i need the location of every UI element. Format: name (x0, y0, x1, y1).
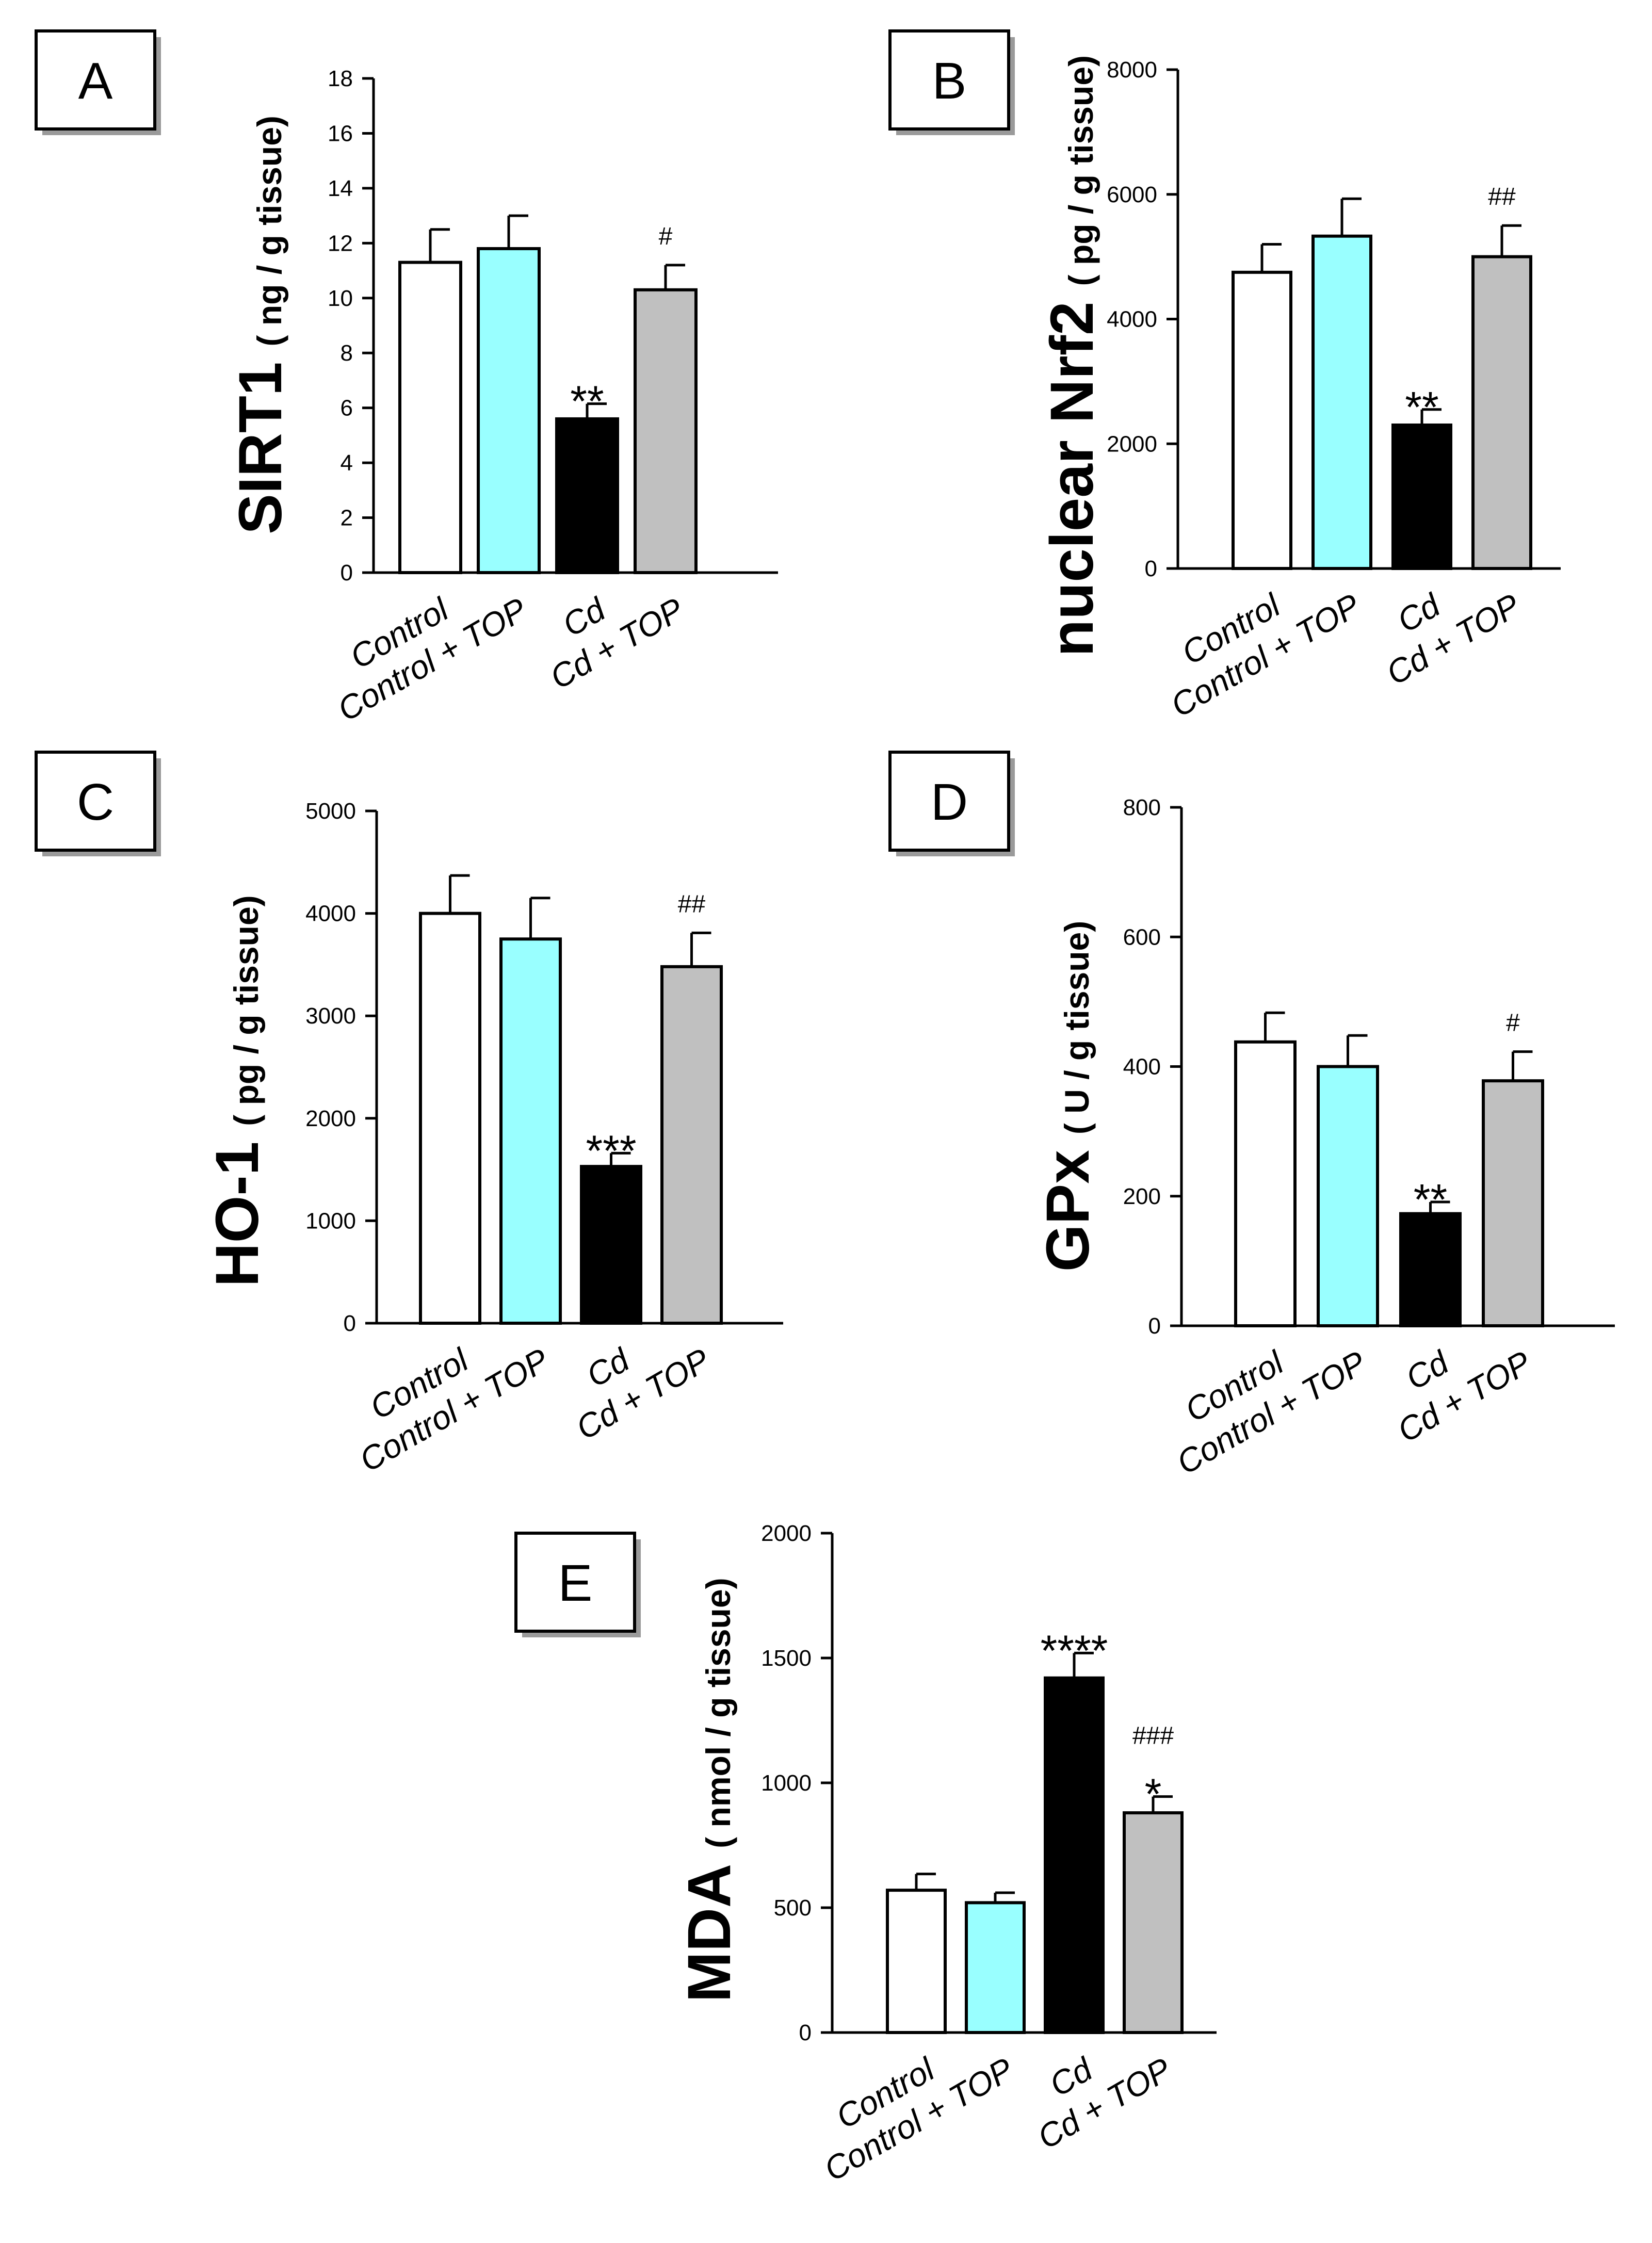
bar-control-top (1317, 1065, 1379, 1327)
panel-b: B 0 2000 4000 6000 8000 nuclear Nrf2 ( pg / g t… (888, 29, 1561, 724)
y-axis-title-unit: ( pg / g tissue) (227, 895, 265, 1126)
bar-cd-top (1471, 255, 1532, 570)
significance-marker: ** (570, 377, 604, 426)
y-tick-label: 2000 (305, 1106, 356, 1131)
y-tick-label: 500 (774, 1895, 812, 1921)
y-tick-label: 14 (328, 176, 353, 201)
bar-control-top (499, 937, 562, 1325)
significance-marker: # (1506, 1010, 1520, 1037)
significance-marker: ### (1132, 1722, 1174, 1750)
bar-cd (1044, 1676, 1105, 2034)
y-axis-title-main: GPx (1034, 1150, 1102, 1272)
y-tick-label: 0 (1148, 1313, 1161, 1339)
bar-control (419, 912, 481, 1325)
y-axis-title-unit: ( pg / g tissue) (1062, 55, 1100, 286)
y-axis-title-main: MDA (675, 1864, 743, 2003)
y-tick-label: 8000 (1107, 57, 1157, 83)
y-axis-title: MDA ( nmol / g tissue) (675, 1578, 743, 2002)
y-tick-label: 6 (341, 396, 353, 421)
y-tick-label: 0 (799, 2020, 812, 2045)
y-axis-title-unit: ( ng / g tissue) (250, 116, 288, 346)
y-tick-label: 1000 (761, 1770, 812, 1796)
bar-cd-top (1123, 1811, 1184, 2035)
y-axis-title: SIRT1 ( ng / g tissue) (226, 116, 295, 534)
y-tick-label: 4000 (1107, 307, 1157, 332)
bar-cd (555, 417, 619, 574)
panel-label-box (888, 751, 1010, 852)
y-tick-label: 600 (1123, 924, 1161, 950)
y-axis-title-unit: ( nmol / g tissue) (699, 1578, 737, 1848)
y-tick-label: 8 (341, 340, 353, 366)
y-tick-label: 400 (1123, 1054, 1161, 1080)
bar-control-top (1311, 234, 1372, 570)
bar-cd (1391, 423, 1452, 570)
panel-label-box (888, 29, 1010, 131)
significance-marker: **** (1041, 1626, 1108, 1675)
y-tick-label: 2000 (761, 1521, 812, 1546)
bar-control (1234, 1040, 1297, 1327)
bar-cd-top (660, 965, 723, 1325)
y-tick-label: 4000 (305, 901, 356, 927)
panel-label: B (932, 52, 967, 110)
bar-control (1232, 270, 1292, 570)
y-tick-label: 6000 (1107, 182, 1157, 207)
y-tick-label: 3000 (305, 1003, 356, 1029)
panel-label-box (514, 1532, 636, 1633)
bar-cd (1399, 1212, 1462, 1327)
y-tick-label: 5000 (305, 799, 356, 824)
y-axis-title: HO-1 ( pg / g tissue) (203, 895, 271, 1287)
y-tick-label: 200 (1123, 1184, 1161, 1209)
panel-label: C (77, 773, 114, 831)
bar-cd (580, 1165, 642, 1325)
y-tick-label: 2000 (1107, 431, 1157, 457)
significance-marker: ## (1488, 183, 1516, 210)
y-tick-label: 1000 (305, 1208, 356, 1233)
y-tick-label: 18 (328, 66, 353, 91)
bar-control (398, 261, 462, 575)
bar-control (886, 1889, 947, 2035)
panel-label: E (558, 1554, 593, 1612)
y-tick-label: 12 (328, 231, 353, 256)
y-axis-title-main: SIRT1 (226, 362, 295, 534)
y-axis-title: GPx ( U / g tissue) (1034, 921, 1102, 1272)
y-axis-title-main: HO-1 (203, 1142, 271, 1287)
y-tick-label: 1500 (761, 1646, 812, 1671)
bar-control-top (965, 1901, 1026, 2035)
significance-marker: * (1145, 1770, 1162, 1818)
y-axis-title-main: nuclear Nrf2 (1038, 301, 1106, 657)
y-tick-label: 10 (328, 286, 353, 311)
y-tick-label: 0 (344, 1311, 356, 1336)
bar-control-top (477, 247, 541, 574)
panel-label-box (35, 29, 156, 131)
y-tick-label: 4 (341, 450, 353, 476)
significance-marker: ** (1414, 1175, 1447, 1224)
significance-marker: *** (586, 1126, 636, 1175)
significance-marker: # (659, 223, 673, 250)
significance-marker: ## (678, 890, 706, 918)
y-axis-title: nuclear Nrf2 ( pg / g tissue) (1038, 55, 1106, 657)
panel-label-box (35, 751, 156, 852)
y-axis-title-unit: ( U / g tissue) (1058, 921, 1096, 1134)
bar-cd-top (1482, 1079, 1544, 1327)
y-tick-label: 800 (1123, 795, 1161, 820)
significance-marker: ** (1405, 383, 1438, 431)
panel-c: C 0 1000 2000 3000 4000 5000 HO-1 ( pg / g tissu… (35, 751, 783, 1479)
bar-cd-top (634, 288, 698, 574)
y-tick-label: 2 (341, 506, 353, 531)
y-tick-label: 0 (1145, 556, 1157, 581)
y-tick-label: 16 (328, 121, 353, 146)
panel-label: A (78, 52, 113, 110)
panel-label: D (931, 773, 968, 831)
y-tick-label: 0 (341, 560, 353, 586)
